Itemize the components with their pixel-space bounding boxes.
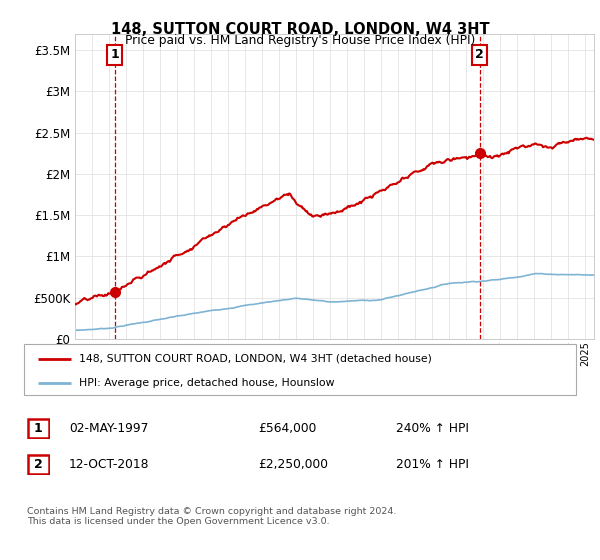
Text: 2: 2: [34, 458, 43, 472]
FancyBboxPatch shape: [24, 344, 576, 395]
Text: Price paid vs. HM Land Registry's House Price Index (HPI): Price paid vs. HM Land Registry's House …: [125, 34, 475, 46]
Text: 240% ↑ HPI: 240% ↑ HPI: [396, 422, 469, 435]
Text: 12-OCT-2018: 12-OCT-2018: [69, 458, 149, 472]
Text: 2: 2: [475, 49, 484, 62]
Text: 148, SUTTON COURT ROAD, LONDON, W4 3HT: 148, SUTTON COURT ROAD, LONDON, W4 3HT: [110, 22, 490, 38]
Text: 148, SUTTON COURT ROAD, LONDON, W4 3HT (detached house): 148, SUTTON COURT ROAD, LONDON, W4 3HT (…: [79, 353, 432, 363]
FancyBboxPatch shape: [28, 419, 49, 438]
FancyBboxPatch shape: [28, 455, 49, 474]
Text: 1: 1: [110, 49, 119, 62]
Text: Contains HM Land Registry data © Crown copyright and database right 2024.
This d: Contains HM Land Registry data © Crown c…: [27, 507, 397, 526]
Text: £564,000: £564,000: [258, 422, 316, 435]
Text: 02-MAY-1997: 02-MAY-1997: [69, 422, 148, 435]
Text: £2,250,000: £2,250,000: [258, 458, 328, 472]
Text: 1: 1: [34, 422, 43, 435]
Text: 201% ↑ HPI: 201% ↑ HPI: [396, 458, 469, 472]
Text: HPI: Average price, detached house, Hounslow: HPI: Average price, detached house, Houn…: [79, 377, 335, 388]
